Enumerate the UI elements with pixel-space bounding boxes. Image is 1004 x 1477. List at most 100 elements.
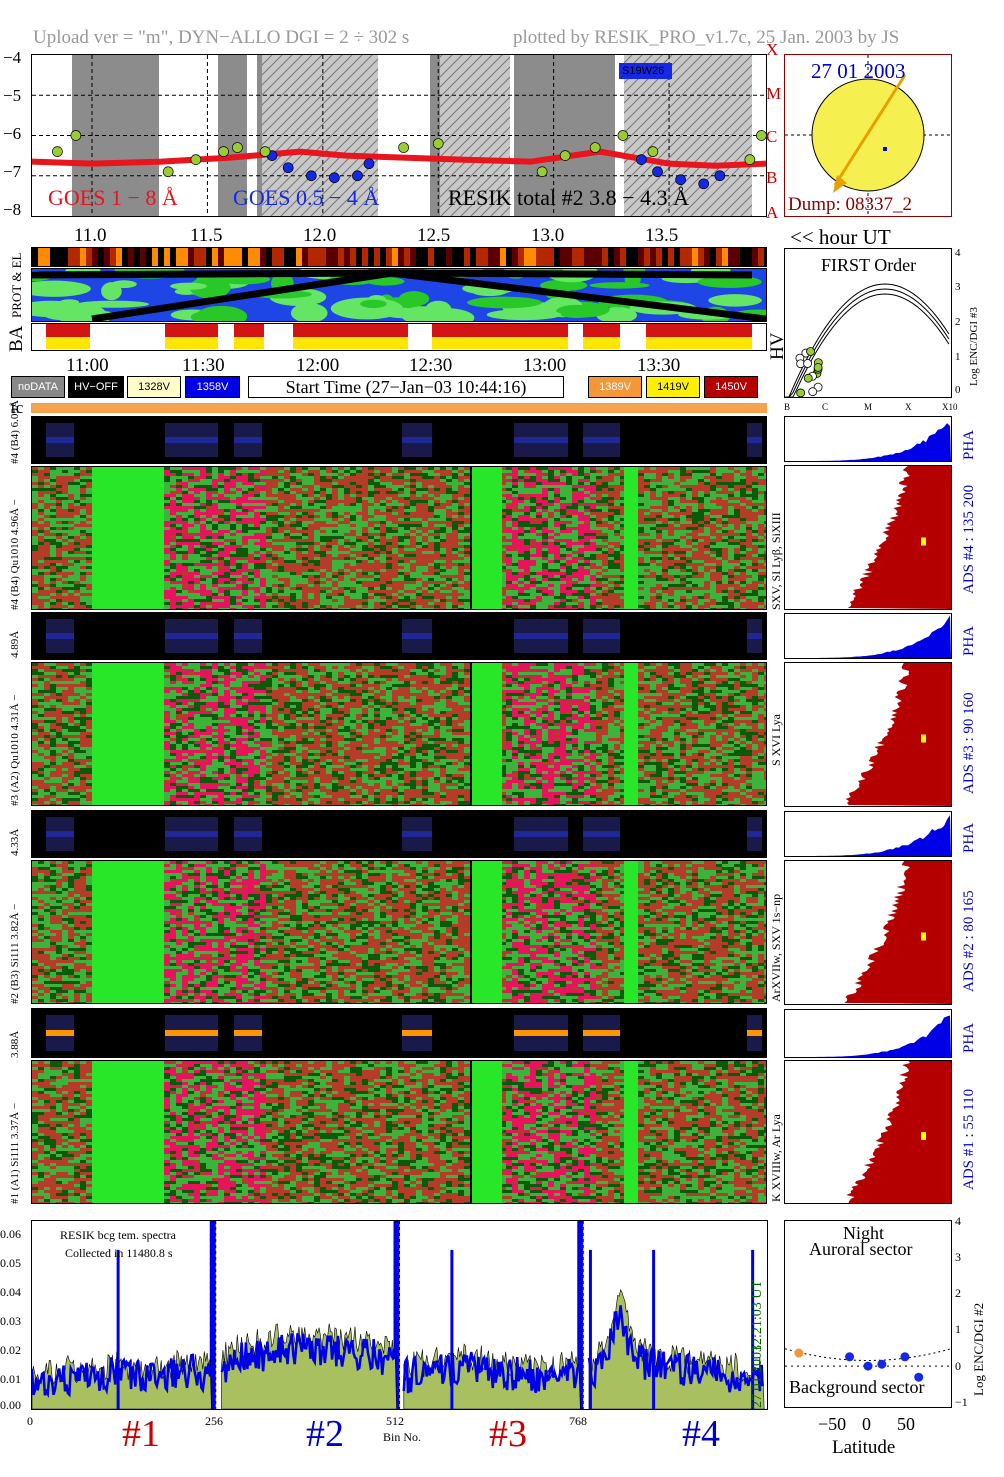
ratemap-cell (248, 524, 254, 527)
ratemap-cell (428, 503, 434, 506)
ratemap-cell (320, 476, 326, 479)
time-tick: 11:00 (66, 355, 109, 377)
ratemap-cell (212, 488, 218, 491)
ratemap-cell (416, 587, 422, 590)
ratemap-cell (218, 524, 224, 527)
ratemap-cell (392, 584, 398, 587)
ratemap-cell (620, 515, 626, 518)
flux-cell (98, 248, 104, 266)
ratemap-cell (446, 524, 452, 527)
ratemap-cell (350, 524, 356, 527)
ratemap-cell (434, 584, 440, 587)
ratemap-cell (62, 557, 68, 560)
ratemap-cell (338, 563, 344, 566)
ratemap-cell (164, 491, 170, 494)
ratemap-cell (332, 548, 338, 551)
ratemap-cell (560, 485, 566, 488)
ratemap-cell (518, 476, 524, 479)
ratemap-cell (254, 494, 260, 497)
ratemap-cell (386, 488, 392, 491)
ratemap-cell (404, 566, 410, 569)
ratemap-cell (212, 521, 218, 524)
ratemap-cell (212, 485, 218, 488)
ratemap-cell (512, 554, 518, 557)
ratemap-cell (398, 605, 404, 608)
ratemap-cell (440, 548, 446, 551)
ratemap-cell (452, 500, 458, 503)
ratemap-cell (578, 557, 584, 560)
ratemap-cell (218, 560, 224, 563)
ratemap-cell (260, 608, 266, 609)
ratemap-cell (608, 572, 614, 575)
ratemap-cell (332, 509, 338, 512)
ratemap-cell (464, 566, 470, 569)
ratemap-cell (560, 548, 566, 551)
ratemap-cell (182, 605, 188, 608)
ratemap-cell (668, 563, 674, 566)
ratemap-cell (464, 521, 470, 524)
ratemap-cell (278, 542, 284, 545)
ratemap-cell (320, 557, 326, 560)
ratemap-cell (680, 602, 686, 605)
ratemap-cell (38, 596, 44, 599)
ratemap-cell (230, 536, 236, 539)
ratemap-cell (500, 536, 506, 539)
ratemap-cell (566, 584, 572, 587)
ratemap-cell (338, 566, 344, 569)
ratemap-cell (614, 527, 620, 530)
ratemap-cell (542, 599, 548, 602)
ratemap-cell (404, 548, 410, 551)
ratemap-cell (32, 554, 38, 557)
ratemap-cell (62, 494, 68, 497)
y-tick: −4 (3, 48, 21, 68)
ratemap-cell (644, 608, 650, 609)
ratemap-cell (410, 530, 416, 533)
land-mass (556, 304, 597, 318)
ratemap-cell (386, 587, 392, 590)
ratemap-cell (62, 506, 68, 509)
ratemap-cell (188, 488, 194, 491)
ratemap-cell (542, 533, 548, 536)
ratemap-cell (446, 527, 452, 530)
ratemap-cell (308, 560, 314, 563)
ratemap-cell (206, 491, 212, 494)
ratemap-cell (338, 599, 344, 602)
ratemap-cell (224, 476, 230, 479)
ratemap-cell (584, 596, 590, 599)
ratemap-cell (410, 593, 416, 596)
ratemap-cell (602, 479, 608, 482)
ratemap-cell (578, 500, 584, 503)
ratemap-cell (584, 554, 590, 557)
ratemap-cell (326, 473, 332, 476)
ratemap-cell (668, 569, 674, 572)
ratemap-cell (542, 548, 548, 551)
ratemap-cell (554, 539, 560, 542)
ratemap-cell (74, 515, 80, 518)
ratemap-cell (332, 593, 338, 596)
ratemap-cell (608, 596, 614, 599)
ratemap-cell (440, 584, 446, 587)
ratemap-cell (350, 554, 356, 557)
ratemap-cell (56, 575, 62, 578)
ratemap-cell (686, 539, 692, 542)
ratemap-cell (272, 578, 278, 581)
ratemap-cell (44, 479, 50, 482)
ratemap-cell (428, 557, 434, 560)
ratemap-cell (272, 536, 278, 539)
ratemap-cell (314, 551, 320, 554)
ratemap-cell (548, 521, 554, 524)
ratemap-cell (356, 551, 362, 554)
ratemap-cell (296, 473, 302, 476)
ratemap-cell (440, 533, 446, 536)
resik-point (536, 166, 548, 178)
ratemap-cell (506, 470, 512, 473)
ratemap-cell (266, 560, 272, 563)
ratemap-cell (284, 500, 290, 503)
ratemap-cell (650, 593, 656, 596)
ratemap-cell (284, 551, 290, 554)
ratemap-cell (512, 473, 518, 476)
ratemap-cell (242, 608, 248, 609)
ratemap-cell (590, 542, 596, 545)
ratemap-cell (314, 548, 320, 551)
ratemap-cell (56, 491, 62, 494)
